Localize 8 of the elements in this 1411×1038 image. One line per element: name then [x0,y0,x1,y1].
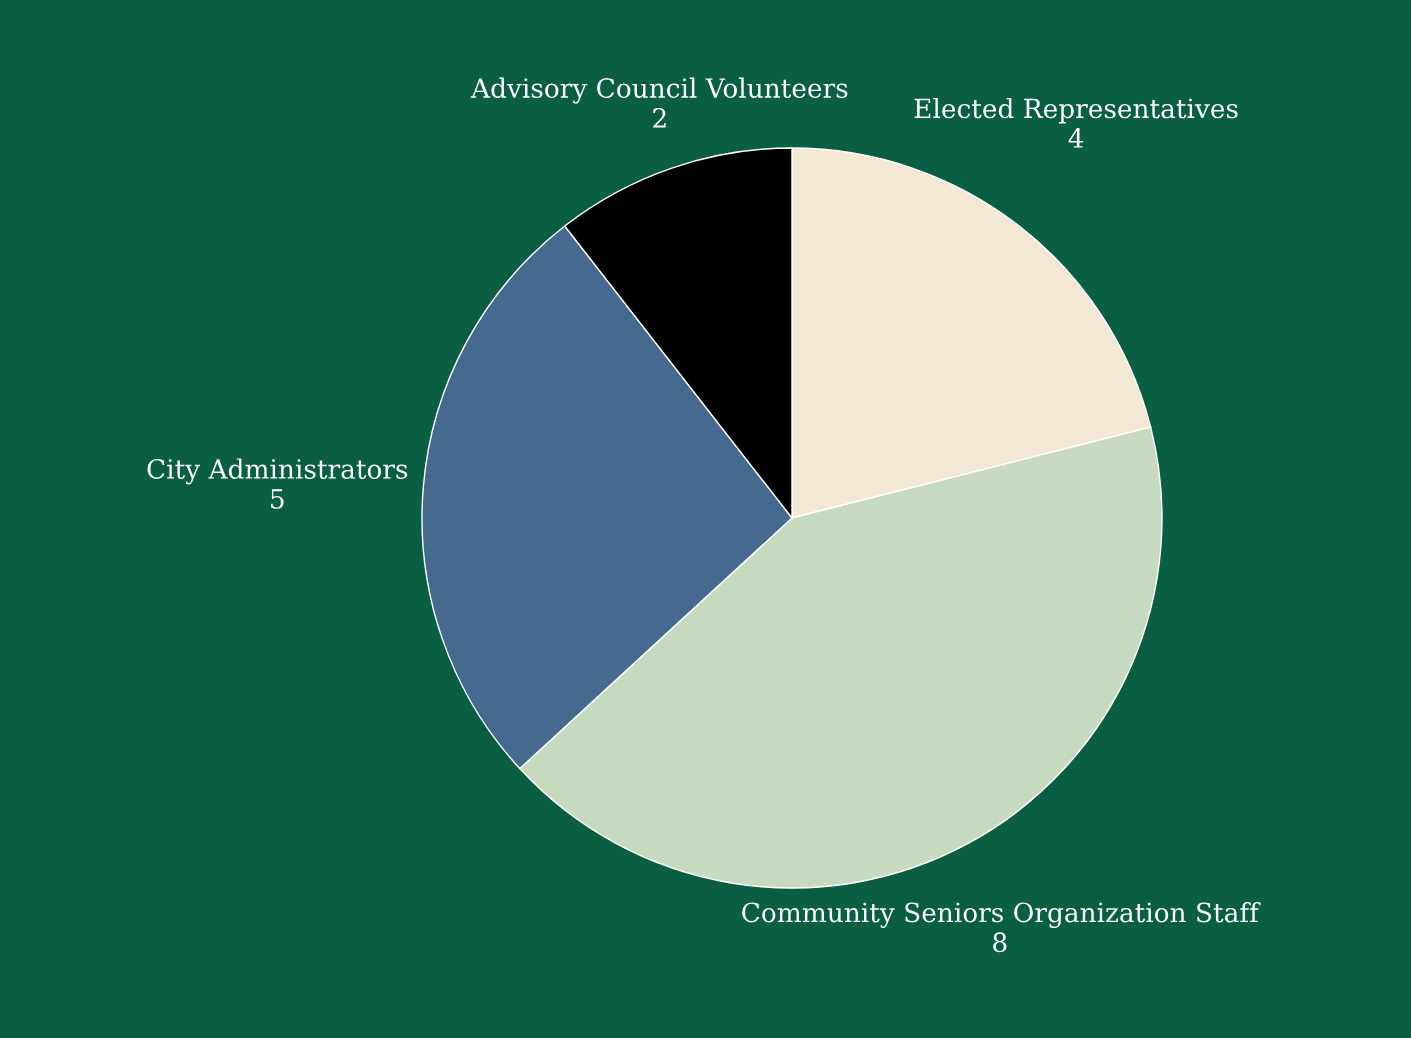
data-label: 2 [653,107,666,128]
data-label: 5 [271,489,284,509]
data-label: 4 [1068,127,1084,148]
slice-label: Elected Representatives [914,97,1238,124]
slice-label: Advisory Council Volunteers [470,77,848,104]
data-label: 8 [993,932,1007,953]
slice-label: Community Seniors Organization Staff [742,901,1261,928]
slice-label: City Administrators [147,458,408,485]
